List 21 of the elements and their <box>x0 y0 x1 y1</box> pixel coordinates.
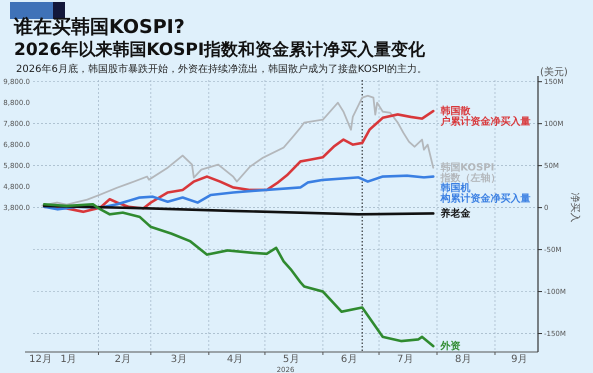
y2-axis-title: 净买入 <box>569 192 581 223</box>
series-label: 韩国散户累计资金净买入量 <box>439 105 530 128</box>
text: (美元) <box>540 66 568 78</box>
x-tick-label: 6月 <box>340 354 358 365</box>
x-tick-label: 12月 <box>29 354 52 365</box>
line-series <box>41 94 434 206</box>
line-series <box>42 202 435 348</box>
x-tick-label: 4月 <box>226 354 244 365</box>
x-tick-label: 3月 <box>170 354 188 365</box>
x-tick-label: 5月 <box>282 354 300 365</box>
text: 2026年6月底，韩国股市暴跌开始，外资在持续净流出，韩国散户成为了接盘KOSPI的主力。 <box>16 63 428 75</box>
series-label: 韩国机构累计资金净买入量 <box>439 182 530 205</box>
chart-subtitle: 2026年以来韩国KOSPI指数和资金累计净买入量变化 <box>14 40 426 60</box>
x-tick-label: 1月 <box>60 354 77 365</box>
series-label: 养老金 <box>439 207 472 220</box>
chart-title: 谁在买韩国KOSPI? <box>13 16 185 38</box>
x-tick-label: 8月 <box>455 354 472 365</box>
x-tick-label: 9月 <box>511 354 528 365</box>
series-label: 外资 <box>439 340 460 352</box>
x-tick-label: 2月 <box>114 354 131 365</box>
x-tick-label: 7月 <box>397 354 414 365</box>
